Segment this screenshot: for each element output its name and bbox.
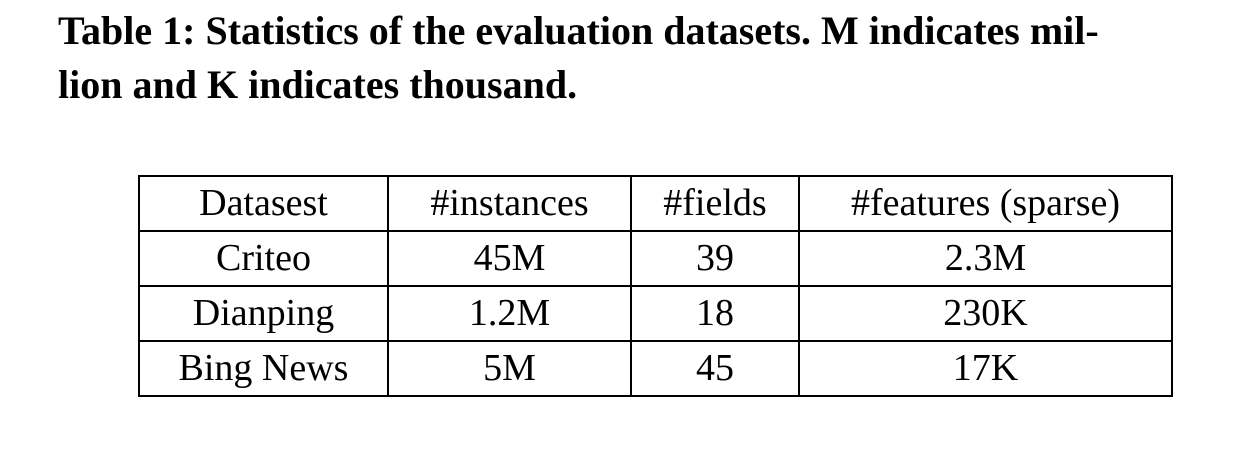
cell-instances: 5M <box>387 340 632 397</box>
cell-dataset: Bing News <box>138 340 389 397</box>
table-caption: Table 1: Statistics of the evaluation da… <box>58 4 1245 112</box>
cell-dataset: Criteo <box>138 230 389 287</box>
caption-line-2: lion and K indicates thousand. <box>58 62 578 107</box>
cell-fields: 18 <box>630 285 800 342</box>
cell-instances: 45M <box>387 230 632 287</box>
header-features: #features (sparse) <box>798 175 1173 232</box>
header-instances: #instances <box>387 175 632 232</box>
cell-features: 17K <box>798 340 1173 397</box>
dataset-statistics-table: Datasest #instances #fields #features (s… <box>138 175 1173 397</box>
table-header-row: Datasest #instances #fields #features (s… <box>138 175 1173 232</box>
cell-dataset: Dianping <box>138 285 389 342</box>
cell-features: 2.3M <box>798 230 1173 287</box>
header-fields: #fields <box>630 175 800 232</box>
caption-line-1: Table 1: Statistics of the evaluation da… <box>58 8 1099 53</box>
table-row: Criteo 45M 39 2.3M <box>138 230 1173 287</box>
table-row: Bing News 5M 45 17K <box>138 340 1173 397</box>
header-dataset: Datasest <box>138 175 389 232</box>
cell-features: 230K <box>798 285 1173 342</box>
table-row: Dianping 1.2M 18 230K <box>138 285 1173 342</box>
cell-instances: 1.2M <box>387 285 632 342</box>
cell-fields: 39 <box>630 230 800 287</box>
cell-fields: 45 <box>630 340 800 397</box>
